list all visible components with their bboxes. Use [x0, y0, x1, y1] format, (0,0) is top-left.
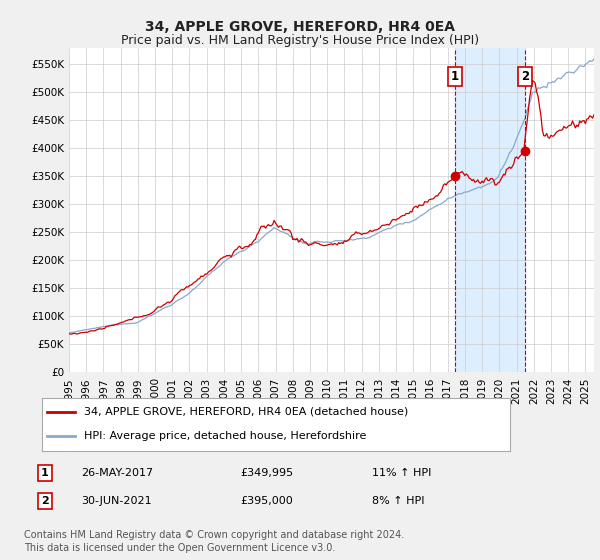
Text: 1: 1 [451, 71, 458, 83]
Text: 11% ↑ HPI: 11% ↑ HPI [372, 468, 431, 478]
Bar [455, 48, 525, 372]
Text: 34, APPLE GROVE, HEREFORD, HR4 0EA: 34, APPLE GROVE, HEREFORD, HR4 0EA [145, 20, 455, 34]
Text: 30-JUN-2021: 30-JUN-2021 [81, 496, 152, 506]
Text: 2: 2 [41, 496, 49, 506]
Text: £349,995: £349,995 [240, 468, 293, 478]
Text: 1: 1 [41, 468, 49, 478]
Text: 2: 2 [521, 71, 529, 83]
Text: 26-MAY-2017: 26-MAY-2017 [81, 468, 153, 478]
Text: 34, APPLE GROVE, HEREFORD, HR4 0EA (detached house): 34, APPLE GROVE, HEREFORD, HR4 0EA (deta… [84, 407, 409, 417]
Text: 8% ↑ HPI: 8% ↑ HPI [372, 496, 425, 506]
Text: Price paid vs. HM Land Registry's House Price Index (HPI): Price paid vs. HM Land Registry's House … [121, 34, 479, 46]
Text: HPI: Average price, detached house, Herefordshire: HPI: Average price, detached house, Here… [84, 431, 367, 441]
Text: £395,000: £395,000 [240, 496, 293, 506]
Text: Contains HM Land Registry data © Crown copyright and database right 2024.
This d: Contains HM Land Registry data © Crown c… [24, 530, 404, 553]
